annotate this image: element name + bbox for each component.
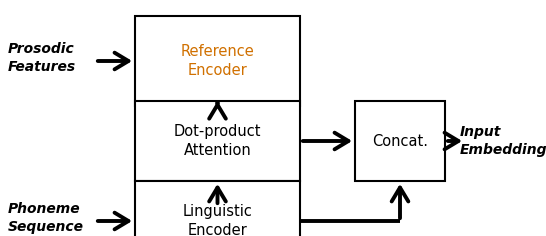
Text: Input
Embeddings: Input Embeddings — [460, 125, 546, 157]
Bar — [135, 16, 300, 106]
Text: Dot-product
Attention: Dot-product Attention — [174, 124, 261, 158]
Bar — [135, 101, 300, 181]
Text: Reference
Encoder: Reference Encoder — [181, 44, 254, 78]
Bar — [135, 181, 300, 236]
Text: Phoneme
Sequence: Phoneme Sequence — [8, 202, 84, 234]
Text: Concat.: Concat. — [372, 134, 428, 148]
Bar — [355, 101, 445, 181]
Text: Prosodic
Features: Prosodic Features — [8, 42, 76, 74]
Text: Linguistic
Encoder: Linguistic Encoder — [182, 204, 252, 236]
